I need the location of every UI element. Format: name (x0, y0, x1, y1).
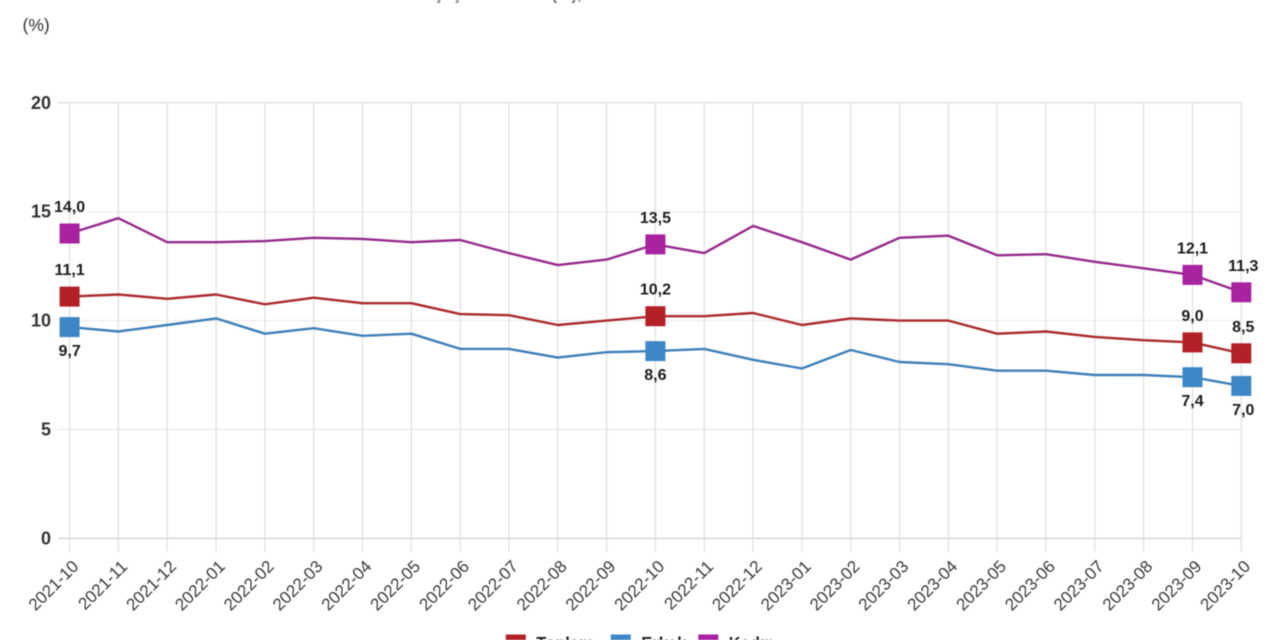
svg-text:7,4: 7,4 (1181, 393, 1203, 410)
svg-text:20: 20 (31, 93, 51, 113)
svg-text:13,5: 13,5 (640, 210, 671, 227)
svg-text:Kadın: Kadın (729, 635, 775, 640)
svg-text:9,7: 9,7 (58, 343, 80, 360)
svg-text:Mevsim etkisinden arındırılmış: Mevsim etkisinden arındırılmış işsizlik … (203, 0, 667, 4)
svg-text:Erkek: Erkek (641, 635, 687, 640)
svg-text:(%): (%) (23, 15, 50, 35)
svg-text:10,2: 10,2 (640, 282, 671, 299)
svg-text:11,1: 11,1 (54, 262, 84, 279)
svg-text:15: 15 (31, 202, 51, 222)
svg-text:8,6: 8,6 (644, 367, 666, 384)
svg-text:14,0: 14,0 (54, 199, 85, 216)
svg-text:12,1: 12,1 (1177, 240, 1208, 257)
svg-text:10: 10 (31, 311, 51, 331)
svg-text:8,5: 8,5 (1232, 319, 1254, 336)
svg-text:0: 0 (41, 528, 51, 548)
svg-text:7,0: 7,0 (1232, 402, 1254, 419)
svg-text:11,3: 11,3 (1228, 258, 1258, 275)
svg-text:5: 5 (41, 420, 51, 440)
svg-text:Toplam: Toplam (536, 635, 593, 640)
svg-text:9,0: 9,0 (1181, 308, 1203, 325)
